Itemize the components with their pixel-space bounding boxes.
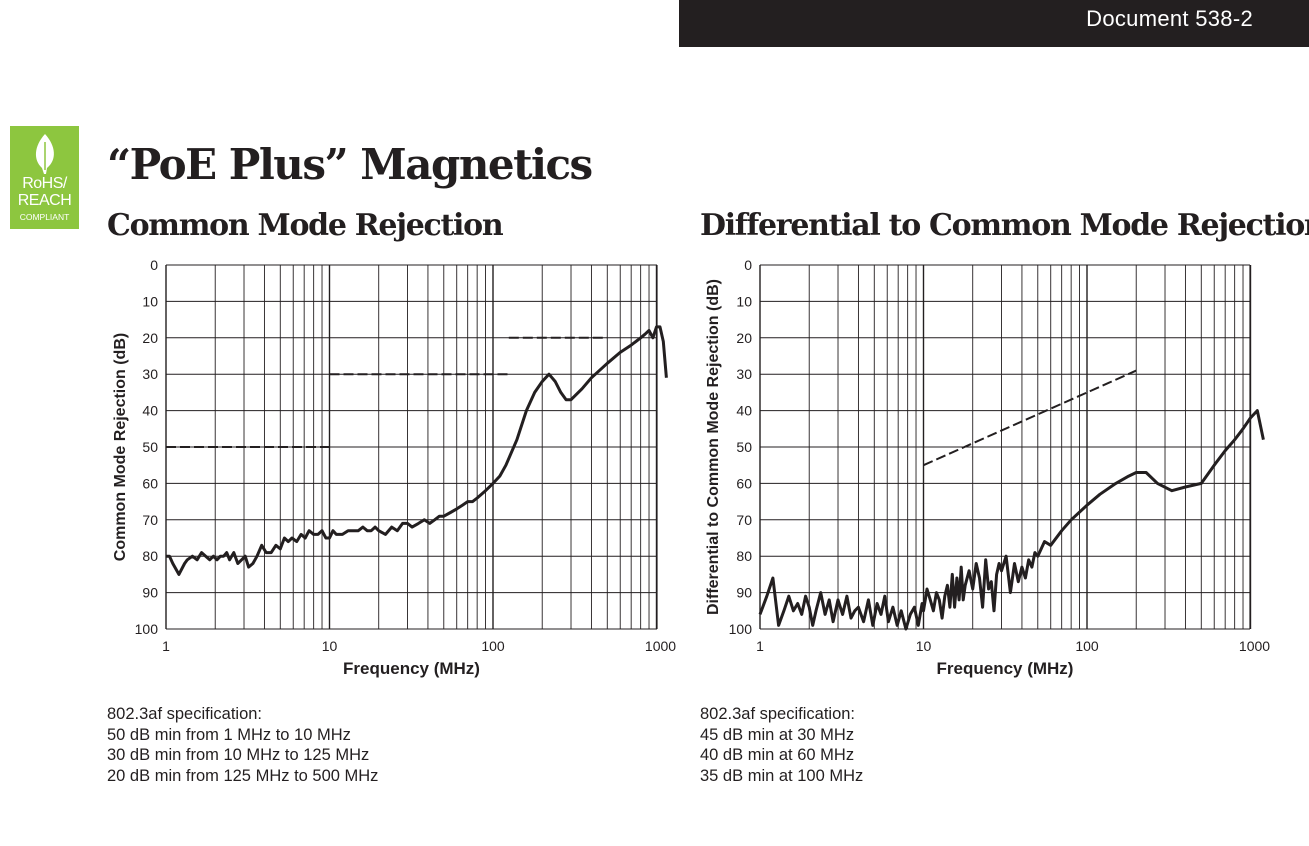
x-tick-label: 10 <box>916 638 932 654</box>
page-title: “PoE Plus” Magnetics <box>107 140 593 189</box>
badge-line-reach: REACH <box>17 192 72 209</box>
x-tick-label: 100 <box>481 638 505 654</box>
y-tick-label: 40 <box>736 403 752 419</box>
y-tick-label: 80 <box>736 548 752 564</box>
y-tick-label: 50 <box>142 439 158 455</box>
y-tick-label: 70 <box>736 512 752 528</box>
chart-title-dcmr: Differential to Common Mode Rejection <box>700 208 1309 243</box>
y-tick-label: 20 <box>142 330 158 346</box>
x-axis-label: Frequency (MHz) <box>343 659 480 678</box>
badge-line-rohs: RoHS/ <box>22 175 67 192</box>
dcmr-spec-notes: 802.3af specification: 45 dB min at 30 M… <box>700 704 863 786</box>
measured-series-line <box>758 409 1265 631</box>
cmr-note-line: 20 dB min from 125 MHz to 500 MHz <box>107 766 379 785</box>
y-tick-label: 90 <box>736 585 752 601</box>
x-axis-label: Frequency (MHz) <box>937 659 1074 678</box>
cmr-spec-notes: 802.3af specification: 50 dB min from 1 … <box>107 704 378 786</box>
y-tick-label: 90 <box>142 585 158 601</box>
y-tick-label: 10 <box>736 293 752 309</box>
y-tick-label: 80 <box>142 548 158 564</box>
cmr-note-line: 30 dB min from 10 MHz to 125 MHz <box>107 746 370 764</box>
y-tick-label: 100 <box>729 621 753 637</box>
y-tick-label: 0 <box>150 257 158 273</box>
y-tick-label: 30 <box>142 366 158 382</box>
y-tick-label: 100 <box>135 621 159 637</box>
y-tick-label: 30 <box>736 366 752 382</box>
y-axis-label: Differential to Common Mode Rejection (d… <box>705 279 722 615</box>
badge-line-compliant: COMPLIANT <box>19 212 70 222</box>
measured-series-line <box>166 325 668 576</box>
cmr-note-line: 50 dB min from 1 MHz to 10 MHz <box>107 725 351 744</box>
spec-limit-line <box>923 369 1137 467</box>
leaf-icon <box>35 134 54 174</box>
y-tick-label: 40 <box>142 403 158 419</box>
x-tick-label: 100 <box>1075 638 1099 654</box>
x-tick-label: 1 <box>756 638 764 654</box>
dcmr-note-line: 35 dB min at 100 MHz <box>700 766 864 785</box>
dcmr-note-line: 802.3af specification: <box>700 705 856 723</box>
y-tick-label: 60 <box>142 475 158 491</box>
dcmr-note-line: 45 dB min at 30 MHz <box>700 725 855 744</box>
y-tick-label: 0 <box>744 257 752 273</box>
x-tick-label: 1000 <box>1239 638 1270 654</box>
rohs-reach-badge: RoHS/ REACH COMPLIANT <box>10 126 79 229</box>
x-tick-label: 10 <box>322 638 338 654</box>
document-header-bar: Document 538-2 <box>679 0 1309 47</box>
y-tick-label: 70 <box>142 512 158 528</box>
y-tick-label: 20 <box>736 330 752 346</box>
y-tick-label: 50 <box>736 439 752 455</box>
x-tick-label: 1 <box>162 638 170 654</box>
y-tick-label: 10 <box>142 293 158 309</box>
y-tick-label: 60 <box>736 475 752 491</box>
document-number: Document 538-2 <box>1086 6 1253 31</box>
cmr-note-line: 802.3af specification: <box>107 705 263 723</box>
chart-title-cmr: Common Mode Rejection <box>107 208 504 243</box>
x-tick-label: 1000 <box>645 638 676 654</box>
y-axis-label: Common Mode Rejection (dB) <box>112 333 129 561</box>
dcmr-note-line: 40 dB min at 60 MHz <box>700 746 855 764</box>
